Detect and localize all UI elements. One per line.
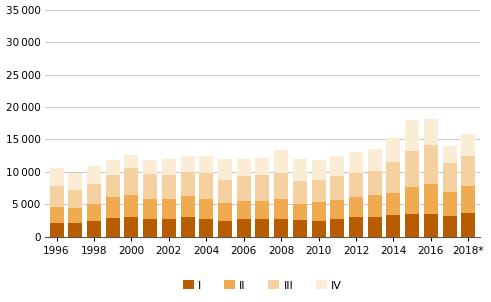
Bar bbox=[442, 146, 457, 163]
Bar bbox=[87, 184, 101, 204]
Bar bbox=[218, 203, 232, 221]
Bar bbox=[274, 150, 288, 173]
Bar bbox=[424, 119, 438, 145]
Bar bbox=[50, 207, 63, 223]
Bar bbox=[274, 173, 288, 199]
Bar bbox=[312, 180, 326, 202]
Bar bbox=[330, 219, 344, 237]
Bar bbox=[199, 173, 213, 199]
Bar bbox=[312, 221, 326, 237]
Bar bbox=[162, 199, 176, 219]
Bar bbox=[68, 208, 82, 223]
Bar bbox=[368, 195, 382, 217]
Bar bbox=[106, 175, 120, 197]
Bar bbox=[181, 196, 194, 217]
Bar bbox=[68, 223, 82, 237]
Bar bbox=[386, 215, 401, 237]
Bar bbox=[368, 171, 382, 195]
Bar bbox=[237, 219, 251, 237]
Bar bbox=[50, 168, 63, 185]
Bar bbox=[218, 180, 232, 203]
Bar bbox=[405, 214, 419, 237]
Bar bbox=[218, 159, 232, 180]
Bar bbox=[330, 200, 344, 219]
Bar bbox=[124, 155, 138, 168]
Bar bbox=[386, 193, 401, 215]
Bar bbox=[424, 145, 438, 184]
Bar bbox=[162, 219, 176, 237]
Bar bbox=[405, 120, 419, 150]
Bar bbox=[50, 223, 63, 237]
Bar bbox=[181, 156, 194, 172]
Bar bbox=[162, 159, 176, 175]
Bar bbox=[124, 168, 138, 195]
Bar bbox=[461, 134, 475, 156]
Bar bbox=[293, 159, 307, 181]
Bar bbox=[199, 199, 213, 219]
Bar bbox=[368, 149, 382, 171]
Bar bbox=[106, 218, 120, 237]
Bar bbox=[274, 219, 288, 237]
Bar bbox=[461, 156, 475, 186]
Bar bbox=[181, 172, 194, 196]
Bar bbox=[349, 153, 363, 172]
Bar bbox=[87, 221, 101, 237]
Bar bbox=[442, 192, 457, 216]
Bar bbox=[368, 217, 382, 237]
Bar bbox=[124, 195, 138, 217]
Bar bbox=[330, 176, 344, 200]
Bar bbox=[349, 172, 363, 197]
Bar bbox=[68, 173, 82, 190]
Bar bbox=[87, 204, 101, 221]
Bar bbox=[349, 217, 363, 237]
Bar bbox=[424, 184, 438, 214]
Bar bbox=[181, 217, 194, 237]
Bar bbox=[199, 219, 213, 237]
Bar bbox=[255, 158, 270, 175]
Bar bbox=[124, 217, 138, 237]
Bar bbox=[424, 214, 438, 237]
Bar bbox=[106, 160, 120, 175]
Bar bbox=[293, 181, 307, 204]
Bar bbox=[274, 199, 288, 219]
Bar bbox=[255, 175, 270, 201]
Bar bbox=[218, 221, 232, 237]
Bar bbox=[349, 197, 363, 217]
Legend: I, II, III, IV: I, II, III, IV bbox=[178, 276, 347, 295]
Bar bbox=[405, 187, 419, 214]
Bar bbox=[50, 185, 63, 207]
Bar bbox=[255, 219, 270, 237]
Bar bbox=[143, 219, 157, 237]
Bar bbox=[461, 213, 475, 237]
Bar bbox=[442, 163, 457, 192]
Bar bbox=[237, 176, 251, 201]
Bar bbox=[143, 159, 157, 174]
Bar bbox=[442, 216, 457, 237]
Bar bbox=[87, 166, 101, 184]
Bar bbox=[312, 202, 326, 221]
Bar bbox=[386, 162, 401, 193]
Bar bbox=[330, 156, 344, 176]
Bar bbox=[293, 204, 307, 220]
Bar bbox=[237, 201, 251, 219]
Bar bbox=[143, 174, 157, 199]
Bar bbox=[106, 197, 120, 218]
Bar bbox=[237, 159, 251, 176]
Bar bbox=[162, 175, 176, 199]
Bar bbox=[255, 201, 270, 219]
Bar bbox=[461, 186, 475, 213]
Bar bbox=[143, 199, 157, 219]
Bar bbox=[386, 138, 401, 162]
Bar bbox=[405, 150, 419, 187]
Bar bbox=[293, 220, 307, 237]
Bar bbox=[312, 159, 326, 180]
Bar bbox=[199, 156, 213, 173]
Bar bbox=[68, 190, 82, 208]
